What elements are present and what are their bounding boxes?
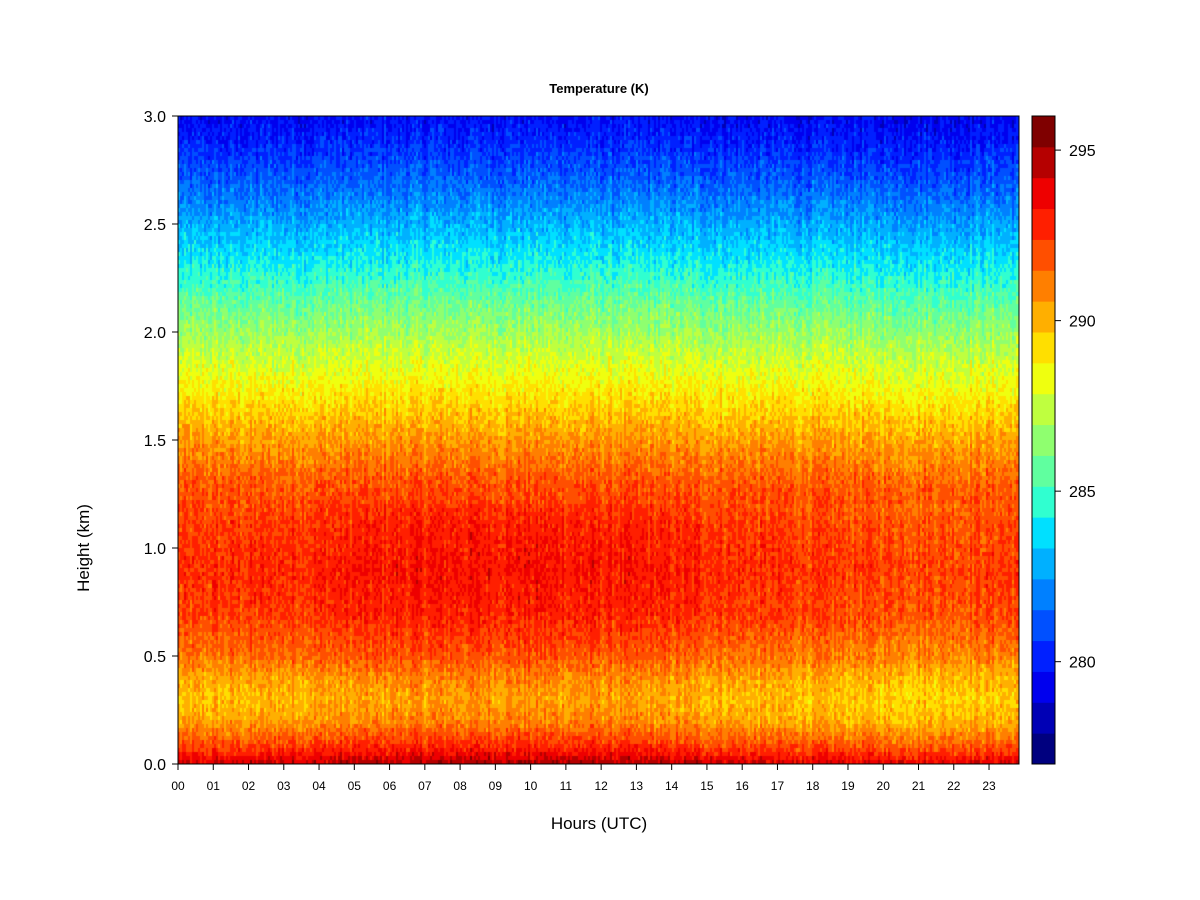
x-tick-label: 05 xyxy=(348,779,362,793)
colorbar-tick-label: 295 xyxy=(1069,143,1096,160)
x-tick-label: 03 xyxy=(277,779,291,793)
colorbar-swatch xyxy=(1032,177,1055,210)
y-tick-label: 0.0 xyxy=(144,757,166,774)
y-tick-label: 0.5 xyxy=(144,649,166,666)
colorbar-swatch xyxy=(1032,486,1055,518)
x-tick-label: 12 xyxy=(594,779,608,793)
colorbar-swatch xyxy=(1032,146,1055,179)
colorbar xyxy=(1031,115,1056,765)
x-tick-label: 00 xyxy=(171,779,185,793)
chart-title: Temperature (K) xyxy=(549,81,648,96)
y-tick-label: 1.0 xyxy=(144,541,166,558)
colorbar-swatch xyxy=(1032,609,1055,642)
colorbar-swatch xyxy=(1032,208,1055,240)
x-tick-label: 15 xyxy=(700,779,714,793)
x-tick-label: 20 xyxy=(877,779,891,793)
colorbar-swatch xyxy=(1032,362,1055,395)
x-tick-label: 23 xyxy=(982,779,996,793)
y-axis: 0.0 0.5 1.0 1.5 2.0 2.5 3.0 xyxy=(144,109,178,774)
x-tick-label: 14 xyxy=(665,779,679,793)
colorbar-tick-label: 285 xyxy=(1069,484,1096,501)
y-tick-label: 3.0 xyxy=(144,109,166,126)
y-tick-label: 2.5 xyxy=(144,217,166,234)
colorbar-swatch xyxy=(1032,578,1055,611)
x-axis: 00 01 02 03 04 05 06 07 08 09 10 11 12 13 14 15 16 17 18 19… xyxy=(171,764,996,793)
colorbar-frame xyxy=(1031,115,1056,765)
x-tick-label: 16 xyxy=(736,779,750,793)
colorbar-swatch xyxy=(1032,301,1055,333)
plot-area xyxy=(178,116,1019,764)
heatmap-field xyxy=(178,116,1019,764)
x-tick-label: 01 xyxy=(207,779,221,793)
x-tick-label: 21 xyxy=(912,779,926,793)
colorbar-swatch xyxy=(1032,116,1055,148)
y-tick-label: 1.5 xyxy=(144,433,166,450)
y-tick-label: 2.0 xyxy=(144,325,166,342)
colorbar-tick-label: 290 xyxy=(1069,314,1096,331)
x-tick-label: 09 xyxy=(489,779,503,793)
colorbar-swatch xyxy=(1032,733,1055,765)
x-tick-label: 08 xyxy=(453,779,467,793)
colorbar-swatch xyxy=(1032,393,1055,426)
colorbar-swatch xyxy=(1032,270,1055,302)
x-tick-label: 13 xyxy=(630,779,644,793)
x-tick-label: 19 xyxy=(841,779,855,793)
y-axis-label: Height (km) xyxy=(74,504,93,592)
x-tick-label: 18 xyxy=(806,779,820,793)
colorbar-tick-label: 280 xyxy=(1069,655,1096,672)
colorbar-swatch xyxy=(1032,548,1055,580)
colorbar-swatch xyxy=(1032,517,1055,549)
x-tick-label: 02 xyxy=(242,779,256,793)
colorbar-swatch xyxy=(1032,640,1055,672)
colorbar-swatch xyxy=(1032,332,1055,364)
x-tick-label: 04 xyxy=(312,779,326,793)
colorbar-swatch xyxy=(1032,239,1055,271)
x-tick-label: 17 xyxy=(771,779,785,793)
colorbar-swatch xyxy=(1032,702,1055,734)
colorbar-swatch xyxy=(1032,455,1055,487)
x-axis-label: Hours (UTC) xyxy=(551,814,647,833)
x-tick-label: 10 xyxy=(524,779,538,793)
x-tick-label: 06 xyxy=(383,779,397,793)
colorbar-axis: 280 285 290 295 xyxy=(1055,143,1096,672)
x-tick-label: 11 xyxy=(560,779,573,793)
colorbar-swatch xyxy=(1032,671,1055,703)
colorbar-swatch xyxy=(1032,424,1055,456)
x-tick-label: 07 xyxy=(418,779,432,793)
x-tick-label: 22 xyxy=(947,779,961,793)
